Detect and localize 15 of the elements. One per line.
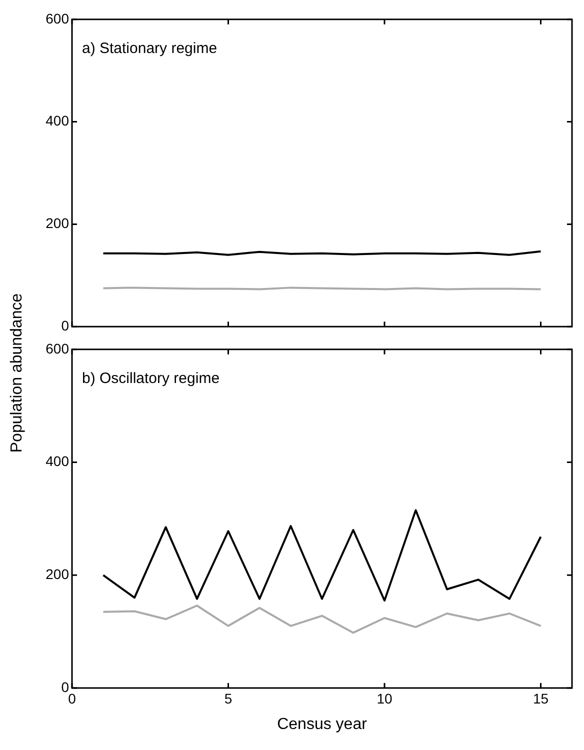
- x-tick-label: 15: [532, 690, 549, 706]
- x-tick-label: 10: [376, 690, 392, 706]
- y-tick-label: 600: [46, 340, 70, 356]
- text: b) Oscillatory regime: [82, 370, 220, 388]
- y-tick-label: 0: [61, 317, 70, 334]
- y-tick-label: 400: [46, 453, 70, 470]
- y-axis-title: Population abundance: [9, 293, 27, 453]
- x-axis-title: Census year: [277, 716, 368, 733]
- y-tick-label: 400: [46, 112, 70, 129]
- y-tick-label: 200: [46, 566, 70, 582]
- y-tick-label: 600: [46, 10, 70, 26]
- x-tick-label: 5: [224, 690, 232, 706]
- y-tick-label: 0: [61, 678, 70, 695]
- text: a) Stationary regime: [82, 40, 218, 58]
- y-tick-label: 200: [46, 215, 70, 232]
